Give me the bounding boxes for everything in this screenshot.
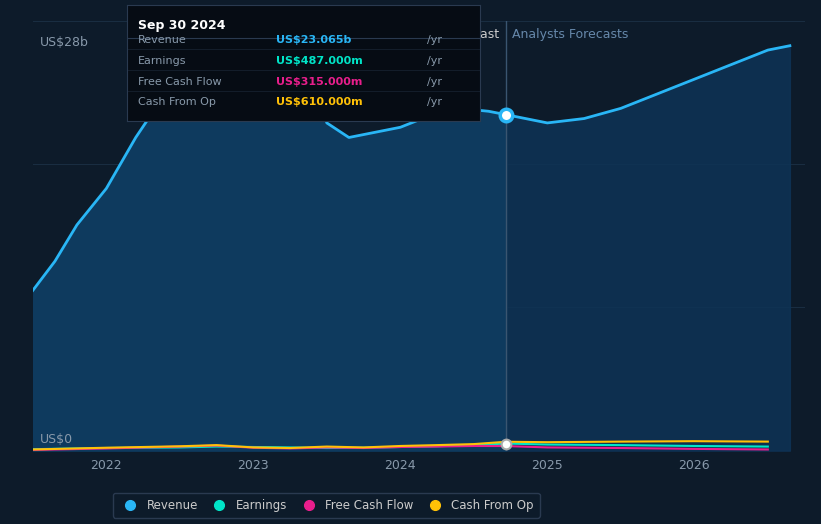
Text: US$610.000m: US$610.000m <box>276 97 362 107</box>
Legend: Revenue, Earnings, Free Cash Flow, Cash From Op: Revenue, Earnings, Free Cash Flow, Cash … <box>112 493 539 518</box>
Text: US$0: US$0 <box>40 433 73 446</box>
Text: /yr: /yr <box>427 35 443 45</box>
Text: Revenue: Revenue <box>138 35 186 45</box>
Text: US$28b: US$28b <box>40 36 89 49</box>
Text: Free Cash Flow: Free Cash Flow <box>138 77 222 86</box>
Text: /yr: /yr <box>427 97 443 107</box>
Text: /yr: /yr <box>427 77 443 86</box>
Text: Earnings: Earnings <box>138 56 186 66</box>
Text: Sep 30 2024: Sep 30 2024 <box>138 19 225 32</box>
Text: Past: Past <box>475 28 500 41</box>
Text: /yr: /yr <box>427 56 443 66</box>
Text: US$315.000m: US$315.000m <box>276 77 362 86</box>
Text: Analysts Forecasts: Analysts Forecasts <box>512 28 628 41</box>
Text: Cash From Op: Cash From Op <box>138 97 216 107</box>
Text: US$487.000m: US$487.000m <box>276 56 362 66</box>
Text: US$23.065b: US$23.065b <box>276 35 351 45</box>
